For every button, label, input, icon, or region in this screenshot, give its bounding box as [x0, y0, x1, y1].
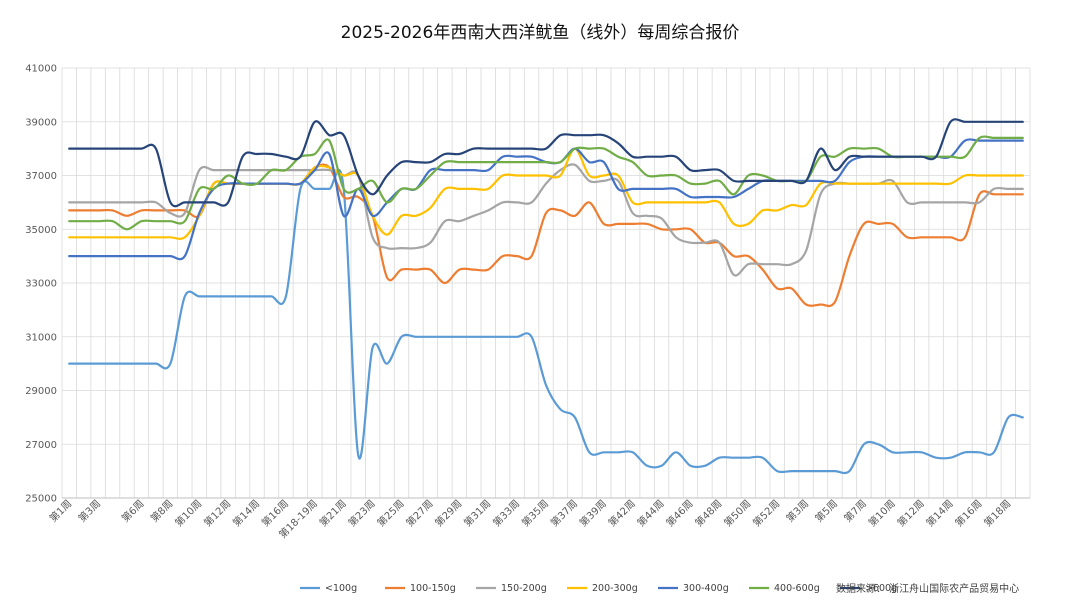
y-tick-label: 31000: [25, 332, 57, 343]
series-line-6: [68, 118, 1024, 208]
y-tick-label: 29000: [25, 386, 57, 397]
gridlines: [61, 67, 1031, 499]
legend-label: 300-400g: [683, 583, 729, 594]
y-tick-label: 33000: [25, 279, 57, 290]
y-tick-label: 37000: [25, 171, 57, 182]
chart-title: 2025-2026年西南大西洋鱿鱼（线外）每周综合报价: [341, 23, 740, 43]
legend: <100g 100-150g 150-200g 200-300g 300-400g 400…: [300, 583, 897, 594]
legend-label: 150-200g: [501, 583, 547, 594]
y-tick-label: 35000: [25, 225, 57, 236]
legend-label: >600g: [865, 583, 897, 594]
legend-label: 400-600g: [774, 583, 820, 594]
y-tick-label: 39000: [25, 117, 57, 128]
y-tick-label: 25000: [25, 494, 57, 505]
legend-label: 100-150g: [410, 583, 456, 594]
series-line-5: [68, 135, 1024, 231]
data-source: 数据来源： 浙江舟山国际农产品贸易中心: [836, 582, 1019, 595]
series-lines: [68, 118, 1024, 475]
series-line-0: [68, 169, 1024, 475]
y-tick-label: 27000: [25, 440, 57, 451]
legend-label: 200-300g: [592, 583, 638, 594]
y-tick-label: 41000: [25, 64, 57, 75]
legend-label: <100g: [325, 583, 357, 594]
